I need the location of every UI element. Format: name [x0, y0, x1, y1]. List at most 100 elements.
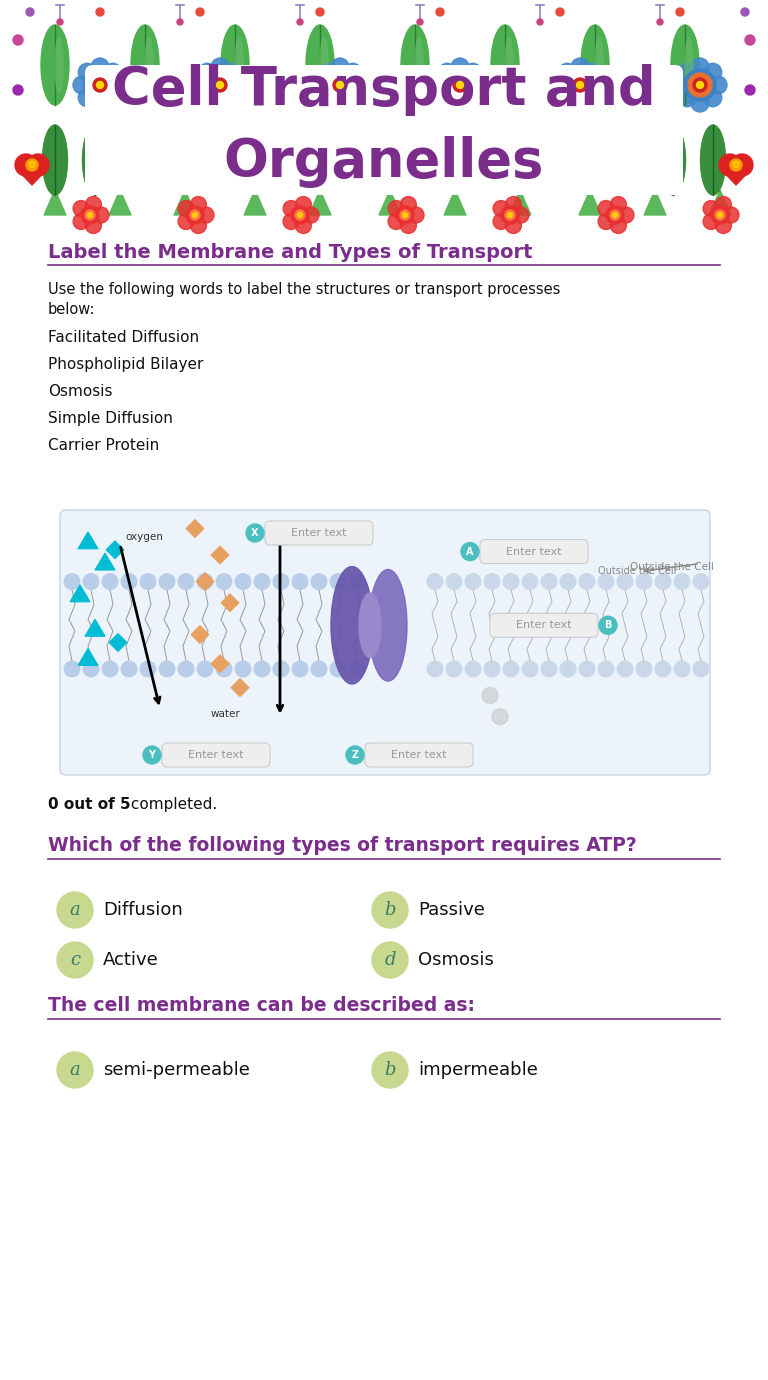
Circle shape — [558, 88, 576, 106]
Ellipse shape — [369, 570, 407, 682]
Circle shape — [493, 200, 509, 217]
Circle shape — [400, 196, 416, 213]
Ellipse shape — [221, 25, 249, 105]
Polygon shape — [95, 553, 115, 570]
Circle shape — [57, 943, 93, 978]
Circle shape — [703, 63, 722, 81]
Circle shape — [85, 218, 101, 233]
Circle shape — [400, 218, 416, 233]
Circle shape — [446, 574, 462, 589]
Polygon shape — [211, 546, 229, 564]
Circle shape — [676, 8, 684, 17]
Circle shape — [636, 574, 652, 589]
Circle shape — [469, 76, 487, 94]
Ellipse shape — [131, 25, 159, 105]
Circle shape — [541, 574, 557, 589]
Text: Carrier Protein: Carrier Protein — [48, 437, 159, 453]
Polygon shape — [109, 190, 131, 215]
Polygon shape — [85, 620, 105, 636]
Ellipse shape — [660, 126, 686, 195]
Circle shape — [505, 210, 515, 219]
Circle shape — [83, 661, 99, 678]
FancyBboxPatch shape — [480, 540, 588, 563]
Circle shape — [324, 69, 356, 101]
Ellipse shape — [505, 37, 513, 92]
Circle shape — [211, 94, 229, 112]
Circle shape — [451, 94, 469, 112]
Circle shape — [745, 86, 755, 95]
Circle shape — [703, 88, 722, 106]
Circle shape — [599, 617, 617, 635]
Circle shape — [678, 63, 697, 81]
Circle shape — [484, 574, 500, 589]
Circle shape — [349, 574, 365, 589]
Circle shape — [178, 200, 194, 217]
Circle shape — [688, 73, 712, 97]
Circle shape — [57, 1052, 93, 1087]
Circle shape — [211, 58, 229, 76]
Circle shape — [703, 214, 719, 229]
Polygon shape — [109, 633, 127, 651]
Circle shape — [196, 8, 204, 17]
Text: semi-permeable: semi-permeable — [103, 1061, 250, 1079]
Circle shape — [693, 79, 707, 92]
Circle shape — [13, 34, 23, 46]
Circle shape — [318, 88, 336, 106]
Circle shape — [193, 76, 211, 94]
Ellipse shape — [491, 25, 519, 105]
Circle shape — [388, 200, 404, 217]
Circle shape — [311, 661, 327, 678]
Circle shape — [121, 574, 137, 589]
Circle shape — [204, 69, 236, 101]
Circle shape — [571, 58, 589, 76]
Circle shape — [577, 81, 584, 88]
Circle shape — [104, 63, 121, 81]
Circle shape — [560, 661, 576, 678]
Circle shape — [492, 709, 508, 725]
Circle shape — [465, 661, 481, 678]
Text: Phospholipid Bilayer: Phospholipid Bilayer — [48, 357, 204, 373]
Text: Facilitated Diffusion: Facilitated Diffusion — [48, 330, 199, 345]
Text: water: water — [210, 709, 240, 719]
Polygon shape — [174, 190, 196, 215]
Circle shape — [197, 661, 213, 678]
Polygon shape — [106, 541, 124, 559]
Circle shape — [657, 19, 663, 25]
Circle shape — [140, 574, 156, 589]
Circle shape — [143, 747, 161, 765]
Circle shape — [584, 88, 601, 106]
Circle shape — [606, 206, 624, 224]
Circle shape — [723, 207, 739, 224]
Circle shape — [579, 661, 595, 678]
Circle shape — [186, 206, 204, 224]
Circle shape — [402, 213, 408, 218]
Circle shape — [104, 88, 121, 106]
Circle shape — [316, 8, 324, 17]
Circle shape — [57, 19, 63, 25]
Circle shape — [611, 196, 627, 213]
Bar — [0, 230, 768, 1380]
Circle shape — [318, 63, 336, 81]
Text: completed.: completed. — [126, 798, 217, 811]
Circle shape — [64, 574, 80, 589]
Polygon shape — [444, 190, 466, 215]
Polygon shape — [78, 649, 98, 665]
Circle shape — [297, 213, 303, 218]
Circle shape — [331, 94, 349, 112]
Polygon shape — [720, 168, 752, 185]
Circle shape — [73, 200, 89, 217]
Text: Osmosis: Osmosis — [418, 951, 494, 969]
Text: Enter text: Enter text — [391, 749, 447, 760]
Text: a: a — [70, 1061, 81, 1079]
Circle shape — [254, 661, 270, 678]
Circle shape — [93, 79, 107, 92]
Circle shape — [178, 574, 194, 589]
Circle shape — [333, 79, 347, 92]
Ellipse shape — [82, 126, 108, 195]
Circle shape — [464, 88, 482, 106]
Circle shape — [292, 574, 308, 589]
Text: b: b — [384, 1061, 396, 1079]
Circle shape — [611, 218, 627, 233]
Circle shape — [346, 747, 364, 765]
Circle shape — [678, 88, 697, 106]
